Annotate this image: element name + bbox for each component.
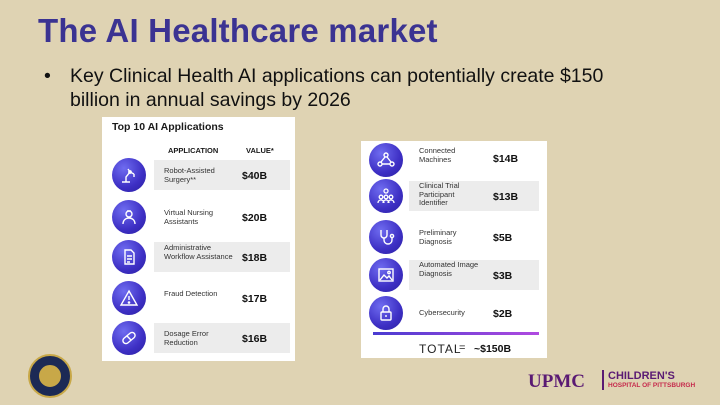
warning-icon [112,281,146,315]
application-value: $13B [493,191,519,203]
bullet-text: Key Clinical Health AI applications can … [70,65,604,111]
application-name: Automated Image Diagnosis [419,260,479,278]
application-value: $3B [493,270,513,282]
application-row: Clinical Trial Participant Identifier $1… [361,178,547,214]
application-name: Robot-Assisted Surgery** [164,166,215,184]
application-name: Dosage Error Reduction [164,329,209,347]
more-applications-panel: Connected Machines $14B Clinical Trial P… [361,141,547,358]
childrens-hospital-logo: CHILDREN'S HOSPITAL OF PITTSBURGH [602,370,695,390]
total-divider [373,332,539,335]
nurse-icon [112,200,146,234]
application-value: $18B [242,252,268,264]
total-value: ~$150B [474,343,512,355]
image-icon [369,258,403,292]
childrens-logo-line2: HOSPITAL OF PITTSBURGH [608,382,696,389]
robot-arm-icon [112,158,146,192]
application-name: Connected Machines [419,146,456,164]
lock-icon [369,296,403,330]
application-value: $17B [242,293,268,305]
total-label: TOTAL [419,342,462,356]
total-equals: = [459,342,466,354]
network-icon [369,143,403,177]
application-value: $16B [242,333,268,345]
application-value: $5B [493,232,513,244]
application-value: $20B [242,212,268,224]
application-value: $14B [493,153,519,165]
application-row: Connected Machines $14B [361,142,547,178]
application-value: $40B [242,170,268,182]
application-row: Preliminary Diagnosis $5B [361,219,547,255]
application-name: Preliminary Diagnosis [419,228,457,246]
people-icon [369,179,403,213]
column-header-application: APPLICATION [168,146,219,155]
application-name: Clinical Trial Participant Identifier [419,181,460,207]
application-name: Cybersecurity [419,308,465,317]
application-name: Administrative Workflow Assistance [164,243,233,261]
panel-title: Top 10 AI Applications [112,121,224,133]
document-icon [112,240,146,274]
upmc-logo: UPMC [528,371,585,392]
stethoscope-icon [369,220,403,254]
application-name: Virtual Nursing Assistants [164,208,214,226]
application-row: Automated Image Diagnosis $3B [361,257,547,293]
application-row: Cybersecurity $2B [361,295,547,331]
application-row: Fraud Detection $17B [102,280,295,316]
application-row: Robot-Assisted Surgery** $40B [102,157,295,193]
application-value: $2B [493,308,513,320]
childrens-logo-line1: CHILDREN'S [608,370,675,382]
university-seal-logo [28,354,72,398]
bullet-dot: • [44,65,51,87]
application-row: Dosage Error Reduction $16B [102,320,295,356]
application-name: Fraud Detection [164,289,218,298]
column-header-value: VALUE* [246,146,274,155]
pill-icon [112,321,146,355]
top-applications-panel: Top 10 AI Applications APPLICATION VALUE… [102,117,295,361]
application-row: Virtual Nursing Assistants $20B [102,199,295,235]
slide-title: The AI Healthcare market [38,12,438,49]
application-row: Administrative Workflow Assistance $18B [102,239,295,275]
